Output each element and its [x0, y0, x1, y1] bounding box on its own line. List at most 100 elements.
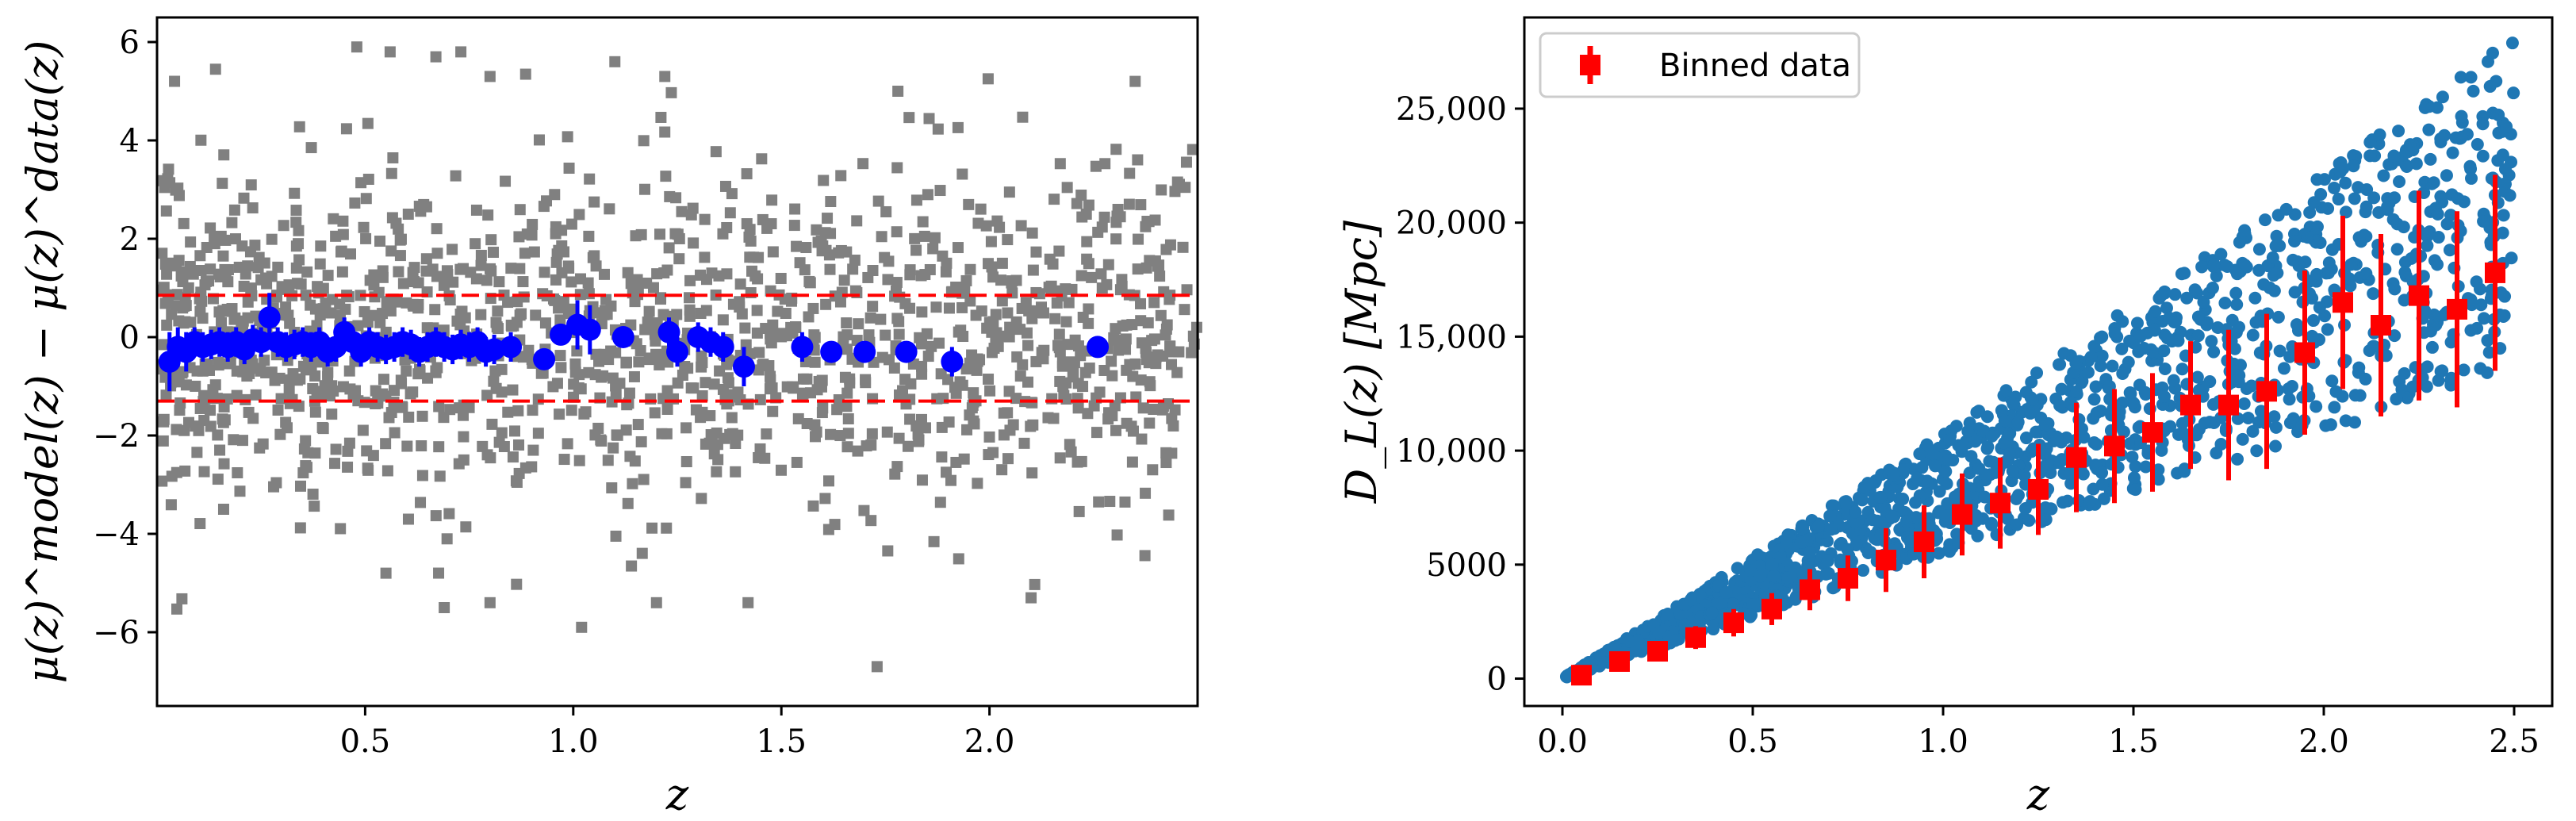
- left-scatter-point: [314, 258, 326, 270]
- left-scatter-point: [340, 123, 352, 135]
- left-scatter-point: [1104, 496, 1116, 508]
- left-scatter-point: [1033, 288, 1045, 300]
- left-scatter-point: [1083, 363, 1095, 374]
- right-scatter-point: [2367, 287, 2380, 301]
- left-scatter-point: [555, 362, 567, 374]
- right-scatter-point: [2010, 492, 2023, 505]
- left-scatter-point: [247, 412, 259, 424]
- right-scatter-point: [2332, 193, 2345, 206]
- left-scatter-point: [590, 260, 602, 272]
- right-scatter-point: [1911, 471, 1924, 485]
- left-scatter-point: [717, 314, 729, 326]
- left-y-tick-label: 6: [120, 25, 140, 61]
- left-scatter-point: [708, 378, 720, 390]
- left-scatter-point: [460, 521, 472, 533]
- right-scatter-point: [2372, 205, 2386, 219]
- left-scatter-point: [298, 443, 310, 455]
- right-scatter-point: [2367, 191, 2381, 205]
- left-scatter-point: [807, 302, 819, 314]
- left-scatter-point: [349, 197, 361, 209]
- left-scatter-point: [257, 438, 269, 450]
- left-binned-point: [666, 340, 688, 363]
- left-scatter-point: [636, 547, 648, 559]
- right-scatter-point: [2087, 436, 2101, 450]
- left-y-tick-label: 0: [120, 320, 140, 356]
- left-scatter-point: [242, 296, 254, 308]
- left-scatter-point: [866, 428, 878, 439]
- left-scatter-point: [606, 482, 618, 494]
- right-scatter-point: [2252, 243, 2266, 256]
- left-scatter-point: [917, 216, 929, 228]
- right-scatter-point: [2248, 291, 2262, 305]
- left-scatter-point: [334, 298, 346, 310]
- left-scatter-point: [809, 356, 821, 368]
- left-scatter-point: [1149, 255, 1161, 267]
- right-scatter-point: [1827, 581, 1840, 595]
- left-scatter-point: [801, 373, 813, 385]
- left-scatter-point: [1017, 359, 1029, 370]
- left-binned-point: [853, 340, 876, 363]
- left-scatter-point: [1163, 509, 1175, 521]
- left-scatter-point: [633, 356, 645, 368]
- right-scatter-point: [2498, 290, 2512, 303]
- left-scatter-point: [891, 461, 903, 473]
- right-scatter-point: [1899, 515, 1913, 528]
- left-scatter-point: [1083, 303, 1094, 315]
- left-scatter-point: [766, 194, 778, 206]
- left-binned-point: [732, 355, 755, 378]
- left-scatter-point: [380, 326, 392, 338]
- left-scatter-point: [634, 345, 646, 357]
- left-y-axis-label: μ(z)^model(z) − μ(z)^data(z): [17, 40, 67, 684]
- left-scatter-point: [1112, 203, 1124, 215]
- left-scatter-point: [337, 215, 349, 227]
- left-scatter-point: [470, 238, 481, 250]
- right-scatter-point: [2011, 518, 2024, 531]
- left-scatter-point: [875, 313, 887, 325]
- left-scatter-point: [643, 352, 655, 364]
- right-scatter-point: [2436, 364, 2449, 378]
- left-scatter-point: [1108, 332, 1120, 343]
- right-binned-point: [2485, 262, 2505, 283]
- right-scatter-point: [2158, 389, 2172, 403]
- right-scatter-point: [2392, 125, 2405, 138]
- right-binned-point: [2104, 435, 2125, 457]
- left-scatter-point: [820, 298, 832, 310]
- right-scatter-point: [2505, 251, 2518, 265]
- right-binned-point: [2256, 381, 2277, 402]
- right-scatter-point: [2505, 36, 2519, 50]
- left-scatter-point: [209, 379, 221, 391]
- left-scatter-point: [1106, 355, 1117, 367]
- right-scatter-point: [2205, 335, 2218, 348]
- right-scatter-point: [2422, 123, 2436, 136]
- left-scatter-point: [861, 440, 872, 452]
- right-scatter-point: [2273, 344, 2287, 358]
- right-scatter-point: [2322, 256, 2336, 270]
- left-scatter-point: [734, 278, 746, 290]
- left-scatter-point: [646, 522, 658, 534]
- left-scatter-point: [514, 309, 526, 321]
- left-scatter-point: [527, 405, 539, 416]
- left-scatter-point: [864, 312, 876, 324]
- left-scatter-point: [438, 279, 450, 291]
- right-scatter-point: [2160, 301, 2173, 315]
- left-scatter-point: [880, 329, 891, 341]
- right-scatter-point: [2175, 363, 2189, 376]
- right-scatter-point: [2482, 346, 2496, 359]
- left-scatter-point: [719, 432, 730, 444]
- left-scatter-point: [512, 405, 524, 416]
- left-scatter-point: [1106, 370, 1118, 382]
- left-scatter-point: [940, 266, 952, 278]
- left-scatter-point: [198, 393, 210, 405]
- left-scatter-point: [822, 213, 834, 224]
- left-scatter-point: [335, 246, 347, 258]
- right-scatter-point: [2116, 366, 2129, 380]
- left-scatter-point: [584, 173, 596, 185]
- right-scatter-point: [2418, 304, 2432, 317]
- left-scatter-point: [818, 175, 830, 186]
- left-scatter-point: [190, 380, 201, 392]
- left-scatter-point: [1181, 284, 1193, 296]
- left-binned-point: [1087, 336, 1110, 359]
- left-scatter-point: [788, 382, 799, 394]
- right-scatter-point: [1921, 474, 1934, 488]
- right-scatter-point: [2238, 224, 2252, 237]
